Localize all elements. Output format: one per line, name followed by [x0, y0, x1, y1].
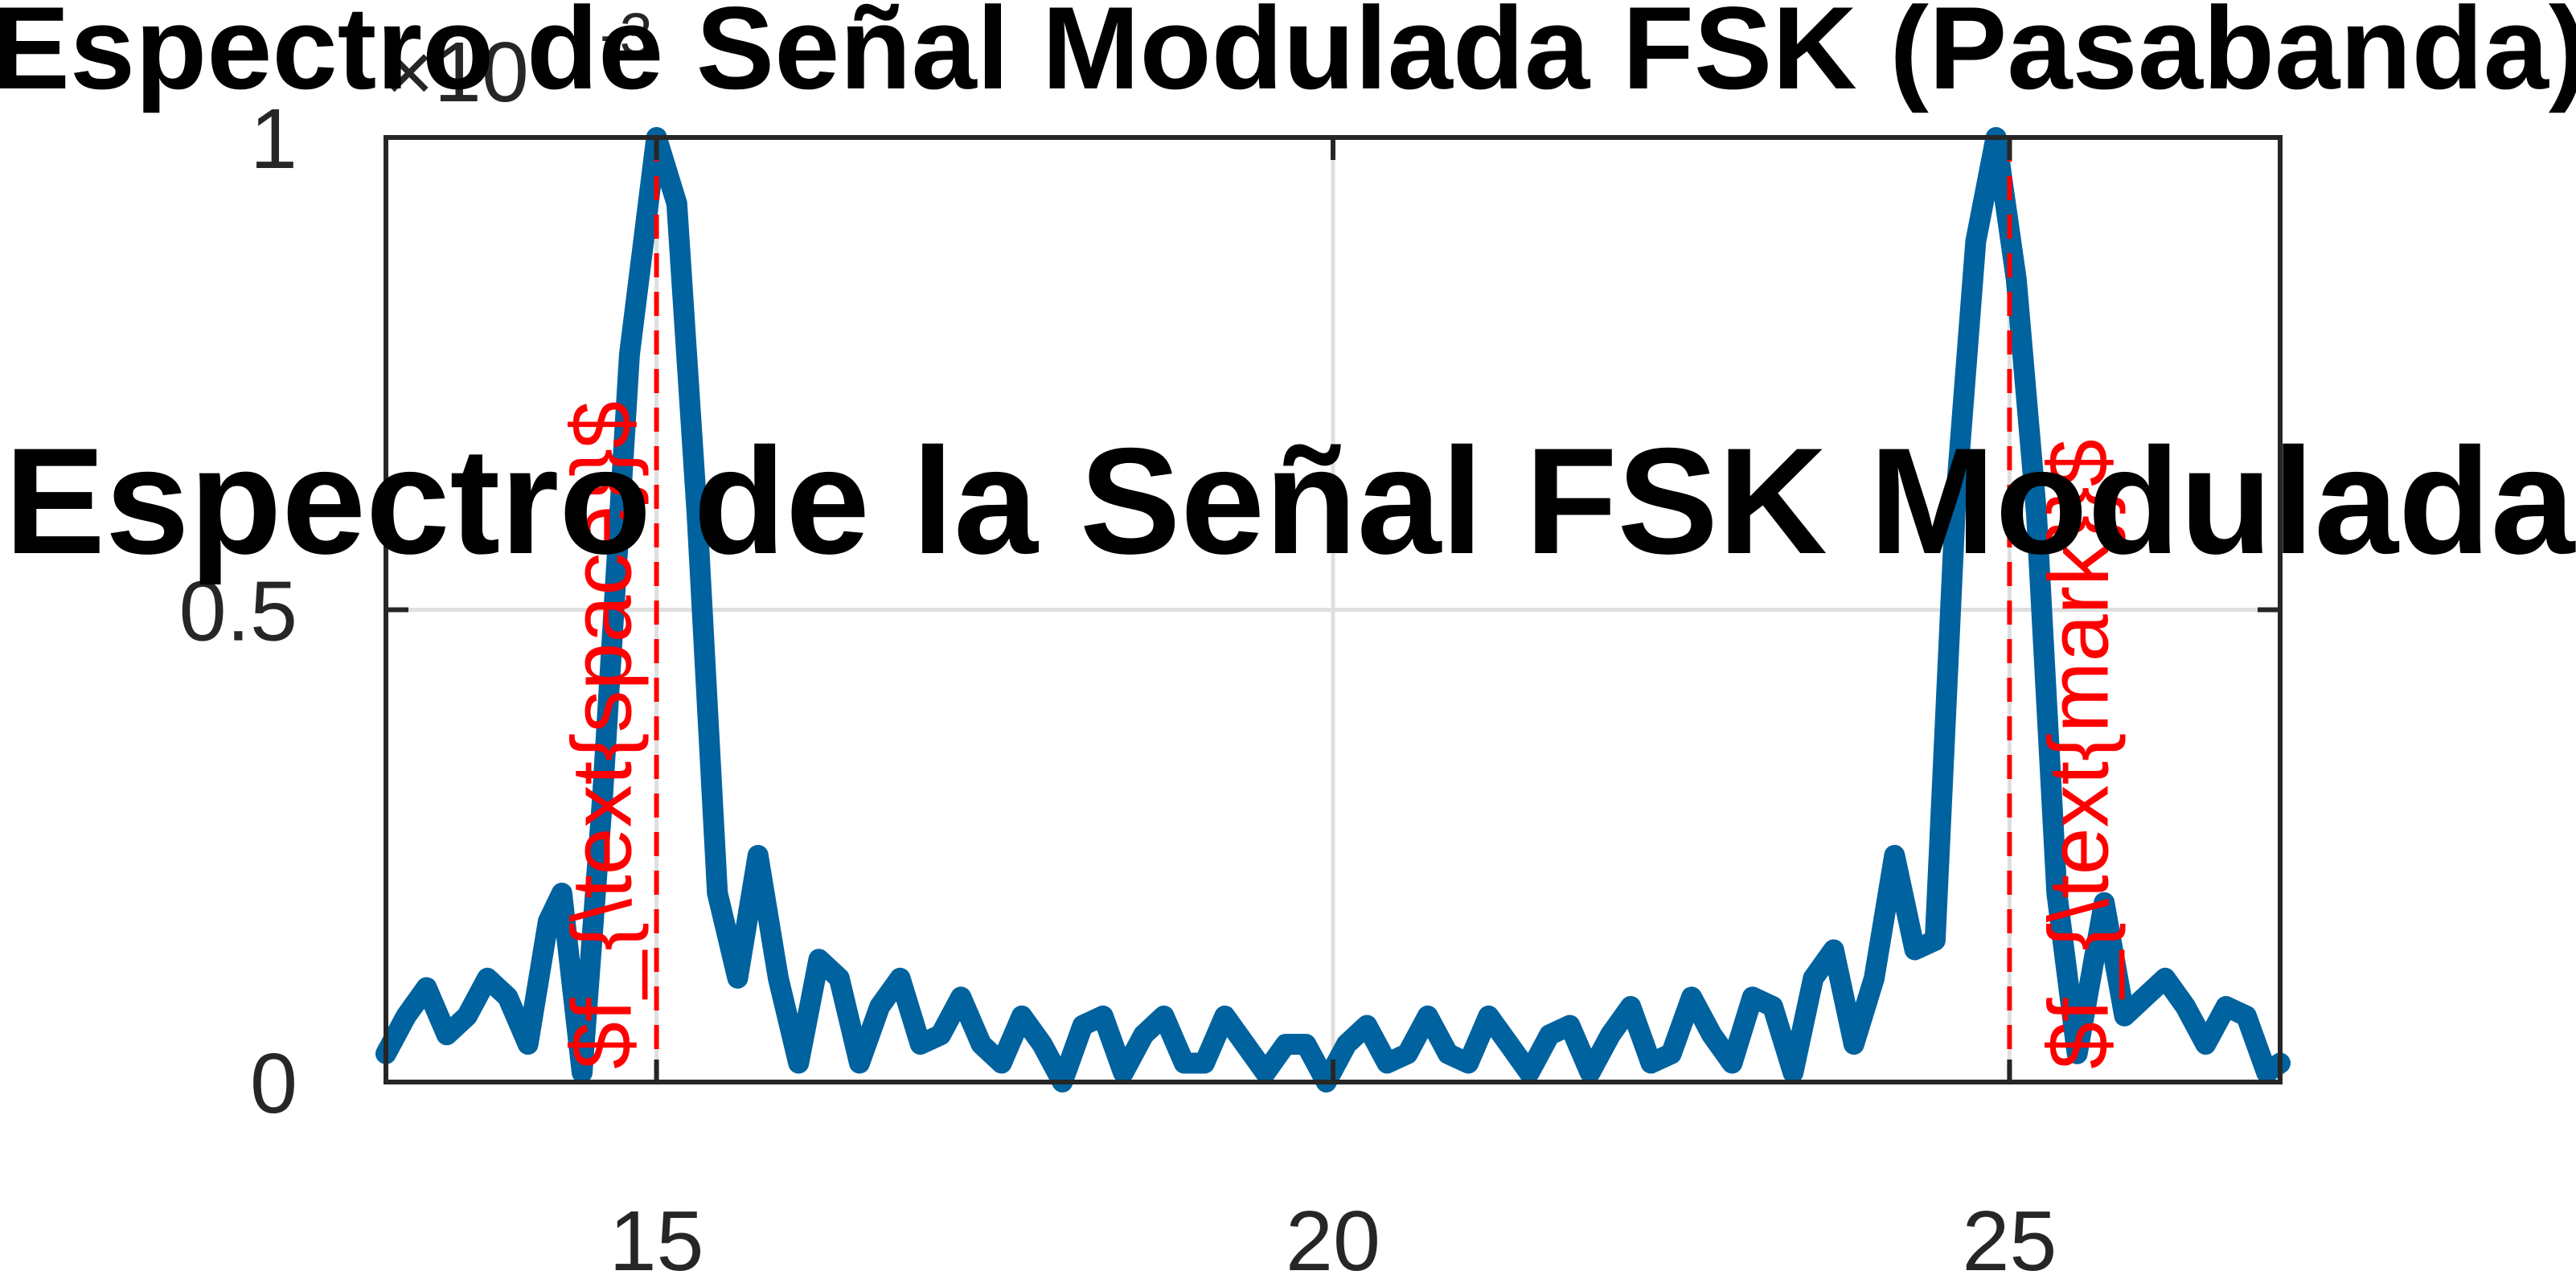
series-line — [375, 127, 2291, 1092]
y-exponent-label: ×10 -3 — [384, 1, 653, 120]
tick-labels: 15 20 25 0 0.5 1 — [179, 92, 2057, 1279]
y-tick-label: 0.5 — [179, 564, 297, 659]
y-exponent-base: ×10 — [384, 25, 529, 120]
overlay-title: Espectro de la Señal FSK Modulada — [5, 416, 2576, 585]
x-tick-label: 20 — [1286, 1194, 1380, 1279]
x-tick-label: 25 — [1962, 1194, 2057, 1279]
reference-label: $f_{\text{space}}$ — [555, 401, 650, 1069]
reference-labels: $f_{\text{space}}$ $f_{\text{mark}}$ — [555, 401, 2127, 1069]
x-tick-label: 15 — [609, 1194, 704, 1279]
series-layer — [375, 127, 2291, 1092]
y-tick-label: 0 — [250, 1036, 297, 1131]
y-exponent-power: -3 — [600, 1, 653, 68]
reference-lines — [654, 137, 2012, 1082]
y-tick-label: 1 — [250, 92, 297, 187]
axis-ticks — [386, 135, 2280, 1084]
chart-title: Espectro de Señal Modulada FSK (Pasaband… — [0, 0, 2576, 113]
grid-lines — [386, 137, 2280, 1082]
reference-label: $f_{\text{mark}}$ — [2031, 439, 2126, 1069]
